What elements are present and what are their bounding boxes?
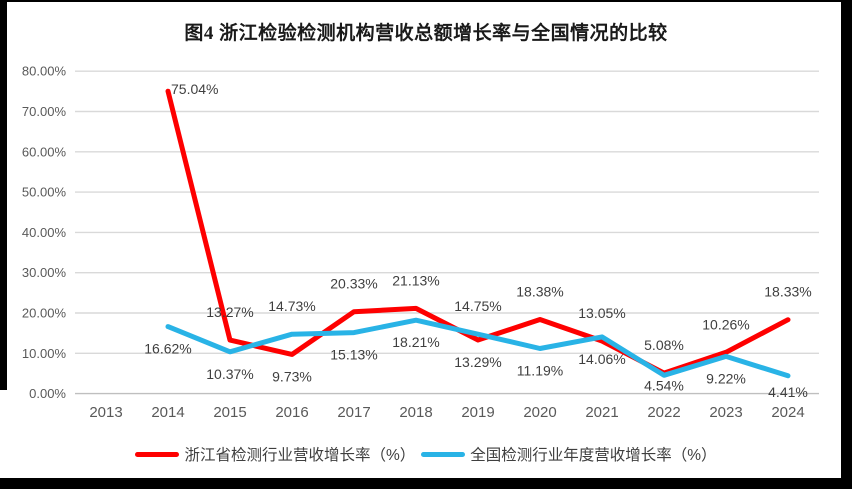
data-label: 13.29% bbox=[454, 354, 501, 370]
data-label: 75.04% bbox=[171, 81, 218, 97]
data-label: 16.62% bbox=[144, 341, 191, 357]
y-tick-label: 20.00% bbox=[22, 306, 67, 321]
legend-label-zhejiang: 浙江省检测行业营收增长率（%） bbox=[184, 447, 416, 464]
y-tick-label: 70.00% bbox=[22, 104, 67, 119]
frame-border-top bbox=[0, 0, 852, 2]
data-label: 4.41% bbox=[768, 384, 808, 400]
x-tick-label: 2016 bbox=[275, 404, 308, 421]
data-label: 11.19% bbox=[517, 363, 563, 379]
legend-marker-national-icon bbox=[421, 451, 466, 457]
legend: 浙江省检测行业营收增长率（%） 全国检测行业年度营收增长率（%） bbox=[0, 443, 852, 465]
data-label: 10.37% bbox=[206, 366, 253, 382]
y-tick-label: 50.00% bbox=[22, 185, 67, 200]
data-label: 4.54% bbox=[644, 377, 684, 393]
frame-border-bottom bbox=[0, 478, 852, 489]
data-label: 18.33% bbox=[764, 284, 811, 300]
x-tick-label: 2021 bbox=[585, 404, 618, 421]
chart-title: 图4 浙江检验检测机构营收总额增长率与全国情况的比较 bbox=[184, 23, 668, 44]
y-tick-label: 60.00% bbox=[22, 144, 67, 159]
data-label: 14.06% bbox=[578, 351, 625, 367]
data-label: 9.22% bbox=[706, 370, 746, 386]
x-tick-label: 2014 bbox=[151, 404, 184, 421]
data-label: 10.26% bbox=[702, 316, 749, 332]
x-tick-label: 2023 bbox=[709, 404, 742, 421]
x-tick-label: 2017 bbox=[337, 404, 370, 421]
y-tick-label: 0.00% bbox=[29, 386, 66, 401]
data-label: 14.73% bbox=[268, 298, 315, 314]
series-line-1 bbox=[165, 317, 791, 379]
data-label: 21.13% bbox=[392, 272, 439, 288]
data-label: 5.08% bbox=[644, 337, 684, 353]
data-label: 18.38% bbox=[516, 284, 563, 300]
x-tick-label: 2022 bbox=[647, 404, 680, 421]
data-label: 9.73% bbox=[272, 368, 312, 384]
data-label: 20.33% bbox=[330, 276, 377, 292]
data-label: 15.13% bbox=[330, 347, 377, 363]
y-tick-label: 80.00% bbox=[22, 64, 67, 79]
legend-label-national: 全国检测行业年度营收增长率（%） bbox=[470, 447, 717, 464]
series-line-0 bbox=[165, 88, 791, 376]
data-label: 14.75% bbox=[454, 298, 501, 314]
x-tick-label: 2020 bbox=[523, 404, 556, 421]
data-label: 13.27% bbox=[206, 304, 253, 320]
data-label: 13.05% bbox=[578, 305, 625, 321]
x-tick-label: 2019 bbox=[461, 404, 494, 421]
x-tick-label: 2013 bbox=[89, 404, 122, 421]
legend-marker-zhejiang-icon bbox=[135, 451, 180, 457]
legend-item-national: 全国检测行业年度营收增长率（%） bbox=[421, 443, 717, 465]
x-tick-label: 2018 bbox=[399, 404, 432, 421]
frame-border-right bbox=[841, 0, 852, 478]
y-tick-label: 10.00% bbox=[22, 346, 67, 361]
y-tick-label: 40.00% bbox=[22, 225, 67, 240]
x-tick-label: 2015 bbox=[213, 404, 246, 421]
x-tick-label: 2024 bbox=[771, 404, 804, 421]
frame-border-left bbox=[0, 0, 7, 390]
legend-item-zhejiang: 浙江省检测行业营收增长率（%） bbox=[135, 443, 415, 465]
data-label: 18.21% bbox=[392, 334, 439, 350]
y-tick-label: 30.00% bbox=[22, 265, 67, 280]
